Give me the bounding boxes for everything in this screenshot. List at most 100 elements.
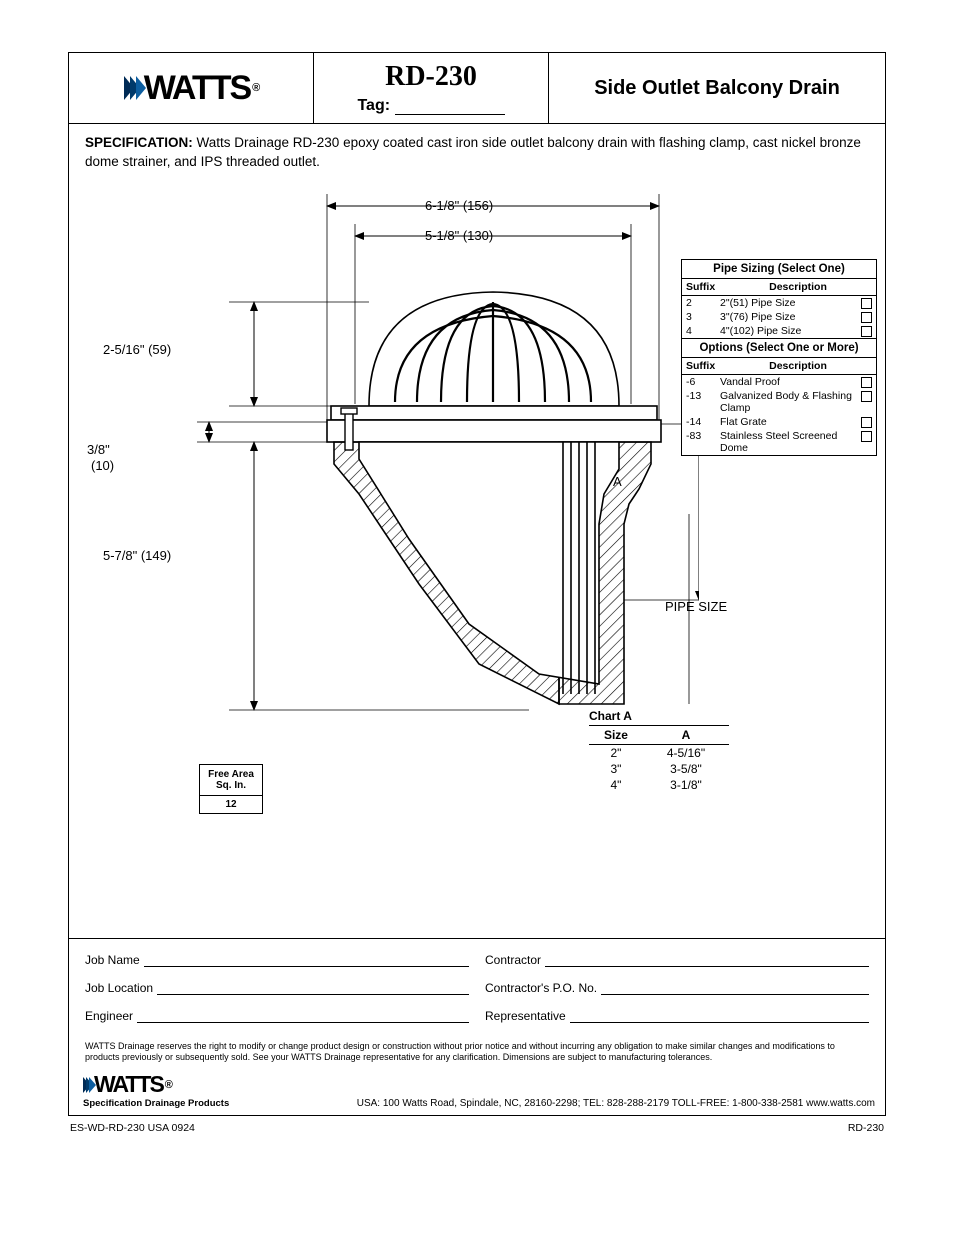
page-codes: ES-WD-RD-230 USA 0924 RD-230 [68,1116,886,1134]
chart-a-size: 4" [589,777,643,793]
contractor-input[interactable] [545,966,869,967]
specification-text: SPECIFICATION: Watts Drainage RD-230 epo… [69,124,885,184]
dim-dome-height: 2-5/16" (59) [103,342,171,357]
col-desc: Description [720,279,876,295]
field-job-name: Job Name [85,953,140,967]
dim-body-height: 5-7/8" (149) [103,548,171,563]
chart-a-value: 3-1/8" [643,777,729,793]
representative-input[interactable] [570,1022,869,1023]
option-row: -6 Vandal Proof [682,375,876,389]
pipe-checkbox[interactable] [861,326,872,337]
free-area-box: Free Area Sq. In. 12 [199,764,263,814]
chart-a-size: 2" [589,744,643,761]
dim-top-width: 6-1/8" (156) [425,198,493,213]
chart-a-value: 4-5/16" [643,744,729,761]
option-row: -13 Galvanized Body & Flashing Clamp [682,389,876,415]
chart-a-row: 4"3-1/8" [589,777,729,793]
doc-code-left: ES-WD-RD-230 USA 0924 [70,1122,195,1134]
col-suffix-2: Suffix [682,358,720,374]
pipe-suffix: 2 [686,297,720,309]
brand-logo-cell: WATTS® [69,53,314,123]
pipe-suffix: 3 [686,311,720,323]
pipe-size-row: 2 2"(51) Pipe Size [682,296,876,310]
option-suffix: -14 [686,416,720,428]
field-job-location: Job Location [85,981,153,995]
chart-a-col2: A [643,725,729,744]
engineer-input[interactable] [137,1022,469,1023]
title-cell: Side Outlet Balcony Drain [549,53,885,123]
option-row: -83 Stainless Steel Screened Dome [682,429,876,455]
doc-code-right: RD-230 [848,1122,884,1134]
footer-logo-block: WATTS® Specification Drainage Products [83,1071,243,1109]
pipe-desc: 3"(76) Pipe Size [720,311,861,323]
product-title: Side Outlet Balcony Drain [594,77,840,100]
col-desc-2: Description [720,358,876,374]
chart-a-title: Chart A [589,709,729,723]
field-engineer: Engineer [85,1009,133,1023]
free-area-label: Free Area Sq. In. [200,765,262,796]
spec-body: Watts Drainage RD-230 epoxy coated cast … [85,135,861,169]
tag-label: Tag: [357,97,390,114]
spec-label: SPECIFICATION: [85,135,193,150]
option-desc: Galvanized Body & Flashing Clamp [720,390,861,414]
model-cell: RD-230 Tag: [314,53,549,123]
chart-a-size: 3" [589,761,643,777]
dim-flange-h2: (10) [91,458,114,473]
field-contractor: Contractor [485,953,541,967]
header-row: WATTS® RD-230 Tag: Side Outlet Balcony D… [69,53,885,124]
chart-a-row: 2"4-5/16" [589,744,729,761]
pipe-size-row: 3 3"(76) Pipe Size [682,310,876,324]
dim-dome-width: 5-1/8" (130) [425,228,493,243]
dim-pipe-label: PIPE SIZE [665,599,727,614]
field-representative: Representative [485,1009,566,1023]
dim-flange-h: 3/8" [87,442,110,457]
tag-row: Tag: [357,97,504,115]
option-desc: Stainless Steel Screened Dome [720,430,861,454]
footer: WATTS® Specification Drainage Products U… [69,1069,885,1115]
model-number: RD-230 [385,61,477,93]
option-checkbox[interactable] [861,431,872,442]
options-title: Options (Select One or More) [682,339,876,358]
job-location-input[interactable] [157,994,469,995]
col-suffix: Suffix [682,279,720,295]
option-suffix: -13 [686,390,720,402]
job-fields: Job Name Contractor Job Location Contrac… [69,939,885,1041]
chart-a-value: 3-5/8" [643,761,729,777]
chart-a: Chart A Size A 2"4-5/16"3"3-5/8"4"3-1/8" [589,709,729,793]
chart-a-col1: Size [589,725,643,744]
brand-text: WATTS [144,69,250,108]
option-desc: Vandal Proof [720,376,861,388]
pipe-desc: 2"(51) Pipe Size [720,297,861,309]
option-checkbox[interactable] [861,417,872,428]
watts-logo: WATTS® [124,69,259,108]
footer-watts-logo: WATTS® [83,1071,243,1098]
pipe-suffix: 4 [686,325,720,337]
chart-a-row: 3"3-5/8" [589,761,729,777]
tag-input-line[interactable] [395,114,505,115]
drawing-area: 6-1/8" (156) 5-1/8" (130) 2-5/16" (59) 3… [69,184,885,939]
po-no-input[interactable] [601,994,869,995]
field-po-no: Contractor's P.O. No. [485,981,597,995]
option-checkbox[interactable] [861,377,872,388]
pipe-sizing-title: Pipe Sizing (Select One) [682,260,876,279]
pipe-checkbox[interactable] [861,312,872,323]
footer-brand: WATTS [94,1071,163,1098]
pipe-checkbox[interactable] [861,298,872,309]
free-area-value: 12 [200,796,262,813]
spec-sheet: WATTS® RD-230 Tag: Side Outlet Balcony D… [68,52,886,1116]
job-name-input[interactable] [144,966,469,967]
pipe-desc: 4"(102) Pipe Size [720,325,861,337]
pipe-size-row: 4 4"(102) Pipe Size [682,324,876,338]
disclaimer-text: WATTS Drainage reserves the right to mod… [69,1041,885,1070]
footer-tagline: Specification Drainage Products [83,1098,243,1109]
option-suffix: -6 [686,376,720,388]
option-checkbox[interactable] [861,391,872,402]
pipe-sizing-table: Pipe Sizing (Select One) Suffix Descript… [681,259,877,456]
dim-a-label: A [613,474,622,489]
chevron-icon [124,76,142,100]
option-desc: Flat Grate [720,416,861,428]
footer-chevron-icon [83,1077,92,1093]
option-suffix: -83 [686,430,720,442]
option-row: -14 Flat Grate [682,415,876,429]
footer-address: USA: 100 Watts Road, Spindale, NC, 28160… [257,1098,875,1109]
